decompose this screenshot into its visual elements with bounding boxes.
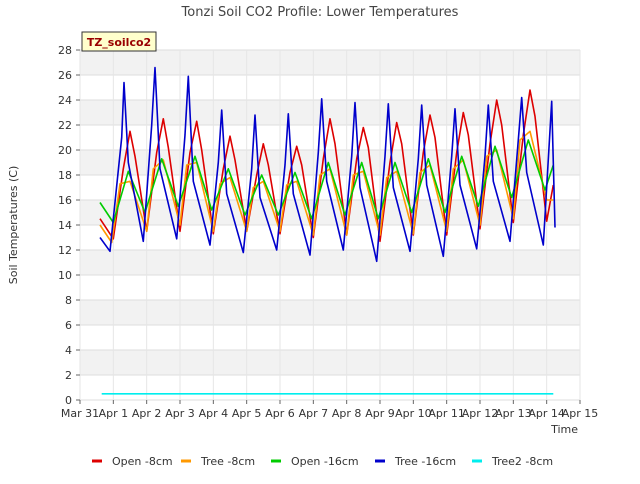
x-tick-label: Apr 1: [99, 407, 129, 420]
dataset-badge-label: TZ_soilco2: [87, 36, 151, 49]
x-tick-label: Apr 3: [165, 407, 195, 420]
series-line-tree-16cm: [99, 66, 556, 263]
grid-band: [80, 200, 580, 225]
grid-band: [80, 225, 580, 250]
grid-bands: [80, 50, 580, 400]
dataset-badge-box: [81, 31, 157, 52]
series-line-open-16cm: [99, 139, 555, 224]
grid-band: [80, 75, 580, 100]
legend-label-tree-16cm: Tree -16cm: [394, 455, 456, 468]
x-tick-label: Apr 5: [232, 407, 262, 420]
x-tick-label: Apr 6: [265, 407, 295, 420]
y-tick-label: 10: [58, 269, 72, 282]
x-tick-label: Apr 9: [365, 407, 395, 420]
series-layer: [99, 66, 556, 395]
legend-label-open-16cm: Open -16cm: [291, 455, 359, 468]
y-tick-label: 18: [58, 169, 72, 182]
x-tick-label: Apr 14: [528, 407, 565, 420]
grid-band: [80, 375, 580, 400]
grid-band: [80, 250, 580, 275]
y-tick-label: 20: [58, 144, 72, 157]
y-tick-label: 16: [58, 194, 72, 207]
y-tick-label: 8: [65, 294, 72, 307]
legend: Open -8cm Tree -8cm Open -16cm Tree -16cm Tr…: [92, 455, 553, 468]
legend-label-open-8cm: Open -8cm: [112, 455, 173, 468]
x-tick-label: Apr 10: [395, 407, 432, 420]
y-tick-label: 28: [58, 44, 72, 57]
x-tick-label: Apr 4: [199, 407, 229, 420]
y-tick-label: 26: [58, 69, 72, 82]
x-tick-label: Mar 31: [61, 407, 99, 420]
y-tick-label: 0: [65, 394, 72, 407]
y-tick-label: 4: [65, 344, 72, 357]
y-tick-label: 24: [58, 94, 72, 107]
x-axis-label: Time: [550, 423, 578, 436]
series-line-open-8cm: [99, 89, 555, 243]
x-tick-label: Apr 12: [462, 407, 499, 420]
grid-band: [80, 50, 580, 75]
x-tick-label: Apr 11: [428, 407, 465, 420]
grid-band: [80, 325, 580, 350]
legend-label-tree-8cm: Tree -8cm: [200, 455, 255, 468]
x-tick-label: Apr 2: [132, 407, 162, 420]
dataset-badge: TZ_soilco2: [81, 31, 157, 52]
y-tick-label: 6: [65, 319, 72, 332]
grid-band: [80, 125, 580, 150]
grid-band: [80, 275, 580, 300]
x-tick-label: Apr 13: [495, 407, 532, 420]
x-tick-label: Apr 15: [562, 407, 599, 420]
y-axis-label: Soil Temperatures (C): [7, 166, 20, 285]
x-axis-ticks: Mar 31 Apr 1 Apr 2 Apr 3 Apr 4 Apr 5 Apr 6 Apr …: [61, 400, 598, 420]
y-tick-label: 22: [58, 119, 72, 132]
y-tick-label: 12: [58, 244, 72, 257]
grid-lines: [79, 49, 581, 401]
y-tick-label: 2: [65, 369, 72, 382]
x-tick-label: Apr 7: [299, 407, 329, 420]
grid-band: [80, 350, 580, 375]
x-tick-label: Apr 8: [332, 407, 362, 420]
y-tick-label: 14: [58, 219, 72, 232]
legend-label-tree2-8cm: Tree2 -8cm: [491, 455, 553, 468]
chart-title: Tonzi Soil CO2 Profile: Lower Temperatur…: [181, 5, 459, 20]
grid-band: [80, 300, 580, 325]
